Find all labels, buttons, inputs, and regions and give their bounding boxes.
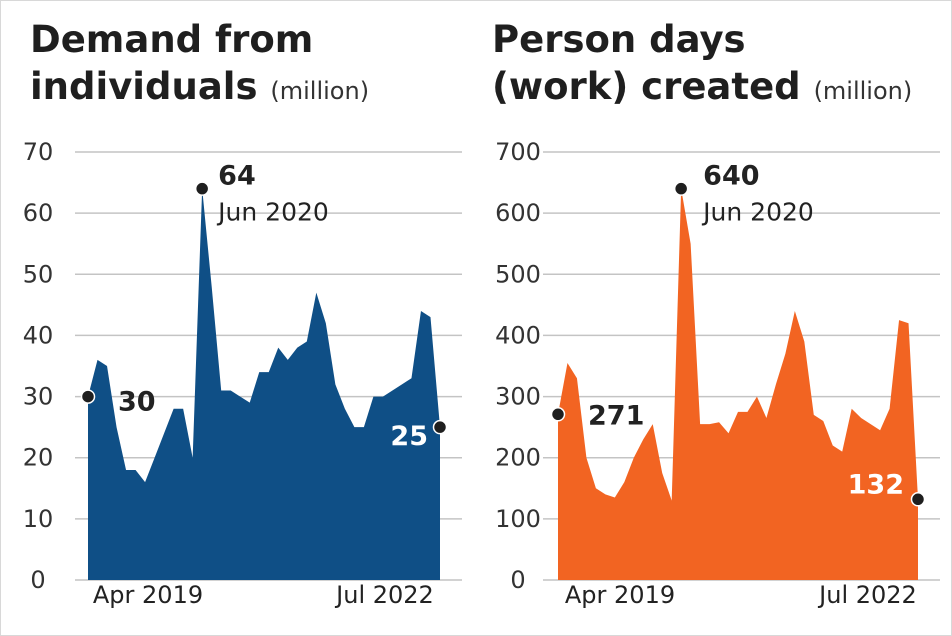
title-line-1: Demand from [30, 18, 314, 61]
title-line-2: (work) created [492, 65, 801, 108]
annotation-dot [432, 419, 448, 435]
annotation-dot [80, 389, 96, 404]
annotation-dot [550, 407, 566, 422]
annotation-value-label: 25 [390, 421, 428, 452]
y-tick-label: 300 [495, 383, 541, 411]
y-tick-label: 30 [23, 383, 54, 411]
chart-title: Demand from individuals (million) [30, 16, 369, 115]
annotation-value-label: 271 [588, 400, 644, 431]
x-start-label: Apr 2019 [93, 581, 203, 609]
y-tick-label: 500 [495, 260, 541, 288]
title-line-1: Person days [492, 18, 746, 61]
annotation-date-label: Jun 2020 [701, 198, 814, 227]
y-tick-label: 10 [23, 505, 54, 533]
y-tick-label: 40 [23, 321, 54, 349]
y-tick-label: 400 [495, 321, 541, 349]
y-tick-label: 60 [23, 199, 54, 227]
y-tick-label: 200 [495, 444, 541, 472]
chart-title: Person days (work) created (million) [492, 16, 912, 115]
annotation-date-label: Jun 2020 [216, 198, 329, 227]
annotation-value-label: 64 [218, 161, 256, 192]
annotation-dot [673, 181, 689, 196]
y-tick-label: 0 [510, 566, 525, 594]
area-series [88, 188, 440, 580]
y-tick-label: 700 [495, 138, 541, 166]
annotation-value-label: 30 [118, 387, 156, 418]
y-tick-label: 70 [23, 138, 54, 166]
x-end-label: Jul 2022 [334, 581, 434, 609]
y-tick-label: 0 [30, 566, 45, 594]
title-unit: (million) [813, 77, 913, 105]
annotation-dot [910, 492, 926, 507]
chart-panel-person-days: Person days (work) created (million) 0 10… [478, 0, 952, 636]
annotation-value-label: 132 [848, 469, 904, 500]
y-tick-label: 20 [23, 444, 54, 472]
y-tick-label: 50 [23, 260, 54, 288]
title-line-2: individuals [30, 65, 258, 108]
annotation-value-label: 640 [703, 161, 759, 192]
chart-panel-demand: Demand from individuals (million) 0 10 20 3… [0, 0, 470, 636]
title-unit: (million) [270, 77, 370, 105]
y-tick-label: 600 [495, 199, 541, 227]
y-tick-label: 100 [495, 505, 541, 533]
chart-svg-demand: 0 10 20 30 40 50 60 70 Apr 2019 Jul 2022 30 64 Jun 2… [23, 138, 462, 609]
annotation-dot [194, 181, 210, 196]
x-end-label: Jul 2022 [817, 581, 917, 609]
area-series [558, 188, 918, 580]
x-start-label: Apr 2019 [565, 581, 675, 609]
chart-svg-person-days: 0 100 200 300 400 500 600 700 Apr 2019 Jul 2022 27… [495, 138, 940, 609]
